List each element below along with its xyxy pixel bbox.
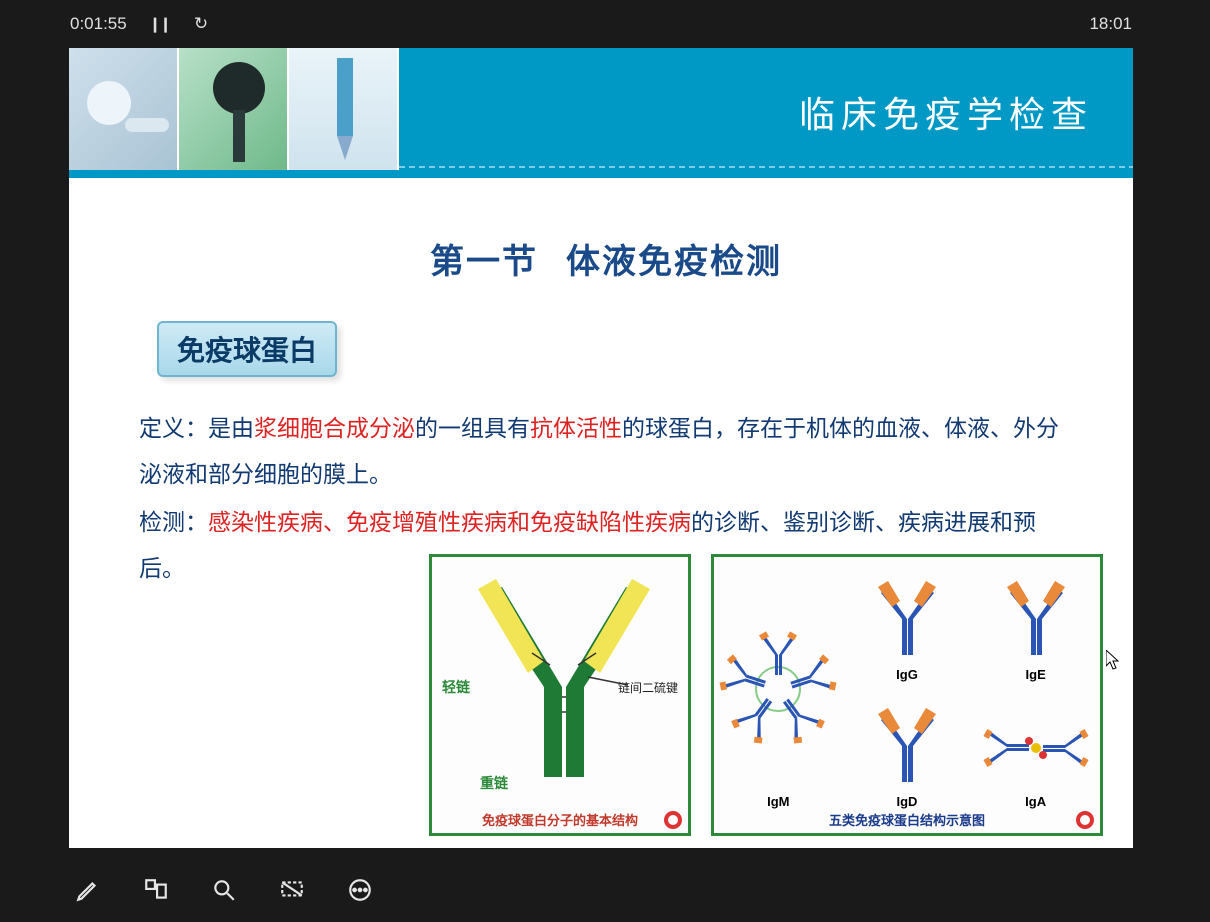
player-top-bar: 0:01:55 ❙❙ ↻ 18:01	[0, 0, 1210, 48]
topic-chip: 免疫球蛋白	[157, 321, 337, 377]
slide-grid-icon[interactable]	[142, 876, 170, 904]
slide-banner: 临床免疫学检查	[69, 48, 1133, 178]
banner-thumb	[69, 48, 179, 170]
presenter-toolbar	[0, 858, 1210, 922]
logo-icon	[664, 811, 682, 829]
elapsed-time: 0:01:55	[70, 14, 127, 34]
def-text: 的一组具有	[415, 415, 530, 441]
det-highlight: 感染性疾病、免疫增殖性疾病和免疫缺陷性疾病	[208, 509, 691, 535]
more-options-icon[interactable]	[346, 876, 374, 904]
ig-label: IgA	[1025, 794, 1046, 809]
ig-cell: IgD	[843, 684, 972, 811]
mouse-cursor-icon	[1106, 650, 1120, 670]
figure-basic-structure: 轻链 重链 链间二硫键 免疫球蛋白分子的基本结构	[429, 554, 691, 836]
reload-button[interactable]: ↻	[194, 14, 208, 34]
pause-button[interactable]: ❙❙	[149, 15, 170, 33]
section-number: 第一节	[430, 243, 538, 281]
light-chain-label: 轻链	[442, 677, 470, 697]
section-name: 体液免疫检测	[566, 243, 782, 281]
disulfide-label: 链间二硫键	[618, 679, 678, 696]
presentation-slide: 临床免疫学检查 第一节体液免疫检测 免疫球蛋白 定义：是由浆细胞合成分泌的一组具…	[69, 48, 1133, 848]
def-text: 是由	[208, 415, 254, 441]
figure-caption: 五类免疫球蛋白结构示意图	[714, 810, 1100, 829]
ig-label: IgG	[896, 667, 918, 682]
ig-cell: IgE	[971, 557, 1100, 684]
ig-label: IgM	[767, 794, 789, 809]
ig-label: IgD	[897, 794, 918, 809]
pen-tool-icon[interactable]	[74, 876, 102, 904]
banner-divider	[399, 166, 1133, 168]
blank-screen-icon[interactable]	[278, 876, 306, 904]
ig-cell: IgG	[843, 557, 972, 684]
banner-title: 临床免疫学检查	[799, 86, 1093, 138]
det-label: 检测：	[139, 509, 208, 535]
banner-thumb	[289, 48, 399, 170]
search-icon[interactable]	[210, 876, 238, 904]
def-label: 定义：	[139, 415, 208, 441]
ig-cell: IgM	[714, 557, 843, 811]
figure-caption: 免疫球蛋白分子的基本结构	[432, 810, 688, 829]
heavy-chain-label: 重链	[480, 773, 508, 793]
ig-label: IgE	[1026, 667, 1046, 682]
ig-cell: IgA	[971, 684, 1100, 811]
logo-icon	[1076, 811, 1094, 829]
def-highlight: 抗体活性	[530, 415, 622, 441]
figure-five-classes: IgG IgE	[711, 554, 1103, 836]
total-time: 18:01	[1089, 14, 1132, 34]
figure-row: 轻链 重链 链间二硫键 免疫球蛋白分子的基本结构 IgG IgE	[429, 554, 1103, 836]
banner-thumb	[179, 48, 289, 170]
section-title: 第一节体液免疫检测	[139, 234, 1073, 283]
slide-body: 第一节体液免疫检测 免疫球蛋白 定义：是由浆细胞合成分泌的一组具有抗体活性的球蛋…	[69, 178, 1133, 848]
def-highlight: 浆细胞合成分泌	[254, 415, 415, 441]
